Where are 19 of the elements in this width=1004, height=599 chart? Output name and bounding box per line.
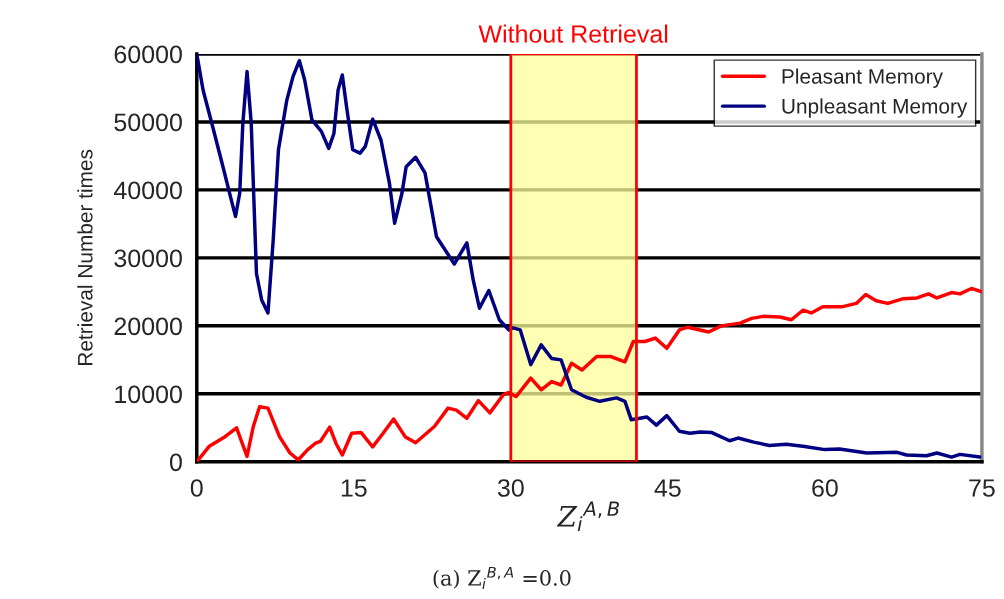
- legend-label: Pleasant Memory: [782, 68, 943, 88]
- legend-label: Unpleasant Memory: [782, 98, 968, 118]
- x-tick-label: 60: [812, 479, 838, 497]
- y-axis-title: Retrieval Number times: [77, 149, 93, 365]
- y-tick-label: 60000: [114, 45, 182, 64]
- x-tick-label: 15: [341, 479, 367, 497]
- x-tick-label: 75: [969, 479, 995, 497]
- x-tick-label: 0: [190, 479, 203, 497]
- band-label: Without Retrieval: [478, 24, 668, 43]
- y-tick-label: 20000: [114, 317, 182, 336]
- x-tick-label: 30: [497, 479, 524, 497]
- y-tick-label: 50000: [114, 113, 182, 132]
- y-tick-label: 40000: [113, 181, 182, 200]
- text: (a) Z$_{i}$$^{B,A}$ =0.0: [433, 566, 571, 589]
- y-tick-label: 0: [169, 453, 182, 472]
- x-tick-label: 45: [654, 479, 681, 497]
- y-tick-label: 10000: [115, 385, 182, 404]
- y-tick-label: 30000: [114, 249, 182, 268]
- x-axis-title: Z$_{i}$$^{A,B}$: [556, 501, 619, 531]
